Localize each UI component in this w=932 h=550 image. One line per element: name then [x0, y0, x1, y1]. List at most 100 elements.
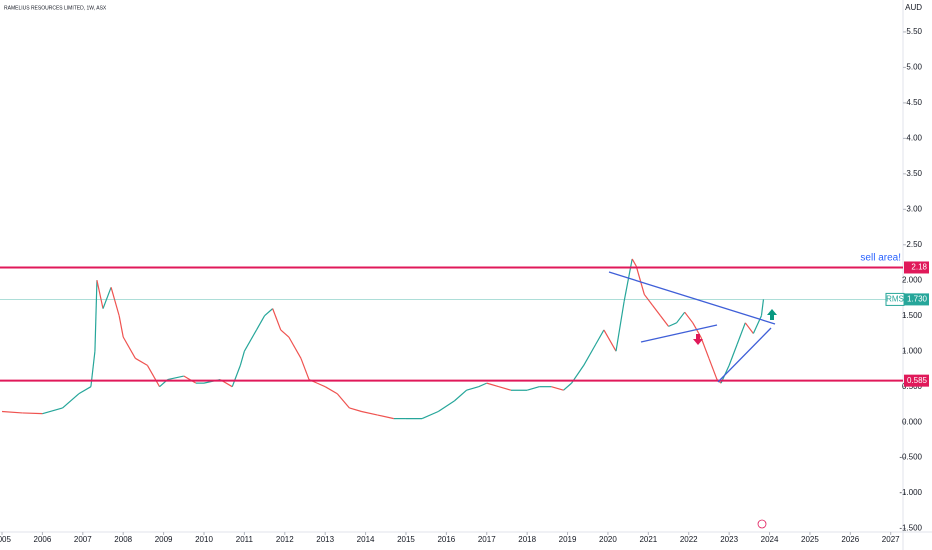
price-segment	[700, 336, 710, 359]
y-tick-label: 3.00	[906, 204, 922, 213]
price-badge	[904, 293, 929, 306]
price-segment	[563, 382, 572, 391]
series-name: RMS	[886, 295, 904, 304]
y-tick-label: 5.50	[906, 27, 922, 36]
price-segment	[635, 265, 645, 295]
level-badge	[904, 374, 929, 387]
level-badge	[904, 261, 929, 274]
price-segment	[551, 386, 564, 391]
price-segment	[708, 358, 718, 380]
y-tick-label: 1.000	[902, 346, 923, 355]
chart-title: RAMELIUS RESOURCES LIMITED, 1W, ASX	[4, 5, 107, 11]
x-tick-label: 2005	[0, 535, 11, 544]
price-segment	[437, 400, 455, 413]
x-tick-label: 2010	[195, 535, 213, 544]
price-segment	[744, 322, 754, 334]
price-segment	[118, 315, 124, 338]
price-segment	[583, 343, 597, 366]
annotation: sell area!	[860, 253, 901, 264]
price-segment	[526, 386, 540, 391]
currency: AUD	[905, 3, 922, 12]
price-segment	[1, 410, 23, 414]
price-segment	[122, 336, 136, 359]
trend-line	[717, 327, 772, 383]
x-tick-label: 2022	[680, 535, 698, 544]
x-tick-label: 2013	[316, 535, 334, 544]
price-segment	[643, 294, 653, 306]
price-segment	[78, 386, 92, 395]
price-segment	[736, 322, 746, 345]
x-tick-label: 2018	[518, 535, 536, 544]
price-segment	[146, 365, 161, 387]
y-tick-label: -1.000	[899, 488, 922, 497]
x-tick-label: 2020	[599, 535, 617, 544]
drawings	[608, 271, 777, 383]
last-price-label: 1.730	[907, 295, 928, 304]
x-tick-label: 2017	[478, 535, 496, 544]
level-label: 0.585	[907, 376, 928, 385]
x-tick-label: 2025	[801, 535, 819, 544]
up-arrow	[767, 309, 777, 320]
price-segment	[231, 365, 241, 387]
y-tick-label: 2.000	[902, 275, 923, 284]
down-arrow	[693, 334, 703, 345]
x-tick-label: 2011	[236, 535, 254, 544]
price-segment	[454, 389, 467, 402]
price-segment	[243, 329, 258, 352]
price-segment	[324, 386, 338, 395]
y-tick-label: -1.500	[899, 524, 922, 533]
price-segment	[167, 375, 184, 381]
level-label: 2.18	[911, 263, 927, 272]
price-segment	[361, 410, 378, 416]
price-segment	[300, 358, 310, 380]
price-segment	[623, 258, 633, 302]
x-tick-label: 2012	[276, 535, 294, 544]
y-tick-label: 5.00	[906, 63, 922, 72]
price-segment	[668, 322, 677, 327]
price-segment	[94, 280, 98, 352]
x-tick-label: 2024	[761, 535, 779, 544]
price-segment	[651, 304, 661, 317]
price-segment	[466, 386, 479, 391]
price-segment	[478, 382, 488, 388]
price-segment	[498, 386, 512, 391]
price-segment	[110, 287, 120, 316]
price-segment	[272, 308, 282, 331]
price-segment	[760, 299, 765, 316]
x-tick-label: 2015	[397, 535, 415, 544]
x-tick-label: 2016	[437, 535, 455, 544]
price-segment	[264, 308, 274, 317]
x-tick-label: 2014	[357, 535, 375, 544]
x-tick-label: 2023	[720, 535, 738, 544]
price-segment	[62, 393, 80, 409]
price-segment	[336, 393, 350, 409]
trend-line	[608, 271, 776, 325]
price-segment	[728, 343, 738, 366]
y-tick-label: -0.500	[899, 453, 922, 462]
price-segment	[377, 414, 394, 420]
price-segment	[659, 315, 670, 327]
price-segment	[102, 287, 112, 309]
trend-line	[640, 324, 718, 343]
price-segment	[22, 412, 43, 415]
x-tick-label: 2007	[74, 535, 92, 544]
price-segment	[486, 382, 500, 388]
y-tick-label: 2.50	[906, 240, 922, 249]
x-tick-label: 2019	[559, 535, 577, 544]
price-segment	[42, 407, 63, 415]
price-segment	[280, 329, 290, 338]
x-tick-label: 2027	[882, 535, 900, 544]
price-segment	[603, 329, 617, 352]
x-tick-label: 2006	[34, 535, 52, 544]
event-icon	[757, 519, 767, 529]
x-tick-label: 2026	[841, 535, 859, 544]
price-segment	[183, 375, 197, 384]
x-tick-label: 2008	[114, 535, 132, 544]
price-segment	[615, 301, 625, 352]
price-segment	[684, 311, 694, 324]
price-segment	[239, 351, 245, 366]
x-tick-label: 2009	[155, 535, 173, 544]
y-tick-label: 4.50	[906, 98, 922, 107]
